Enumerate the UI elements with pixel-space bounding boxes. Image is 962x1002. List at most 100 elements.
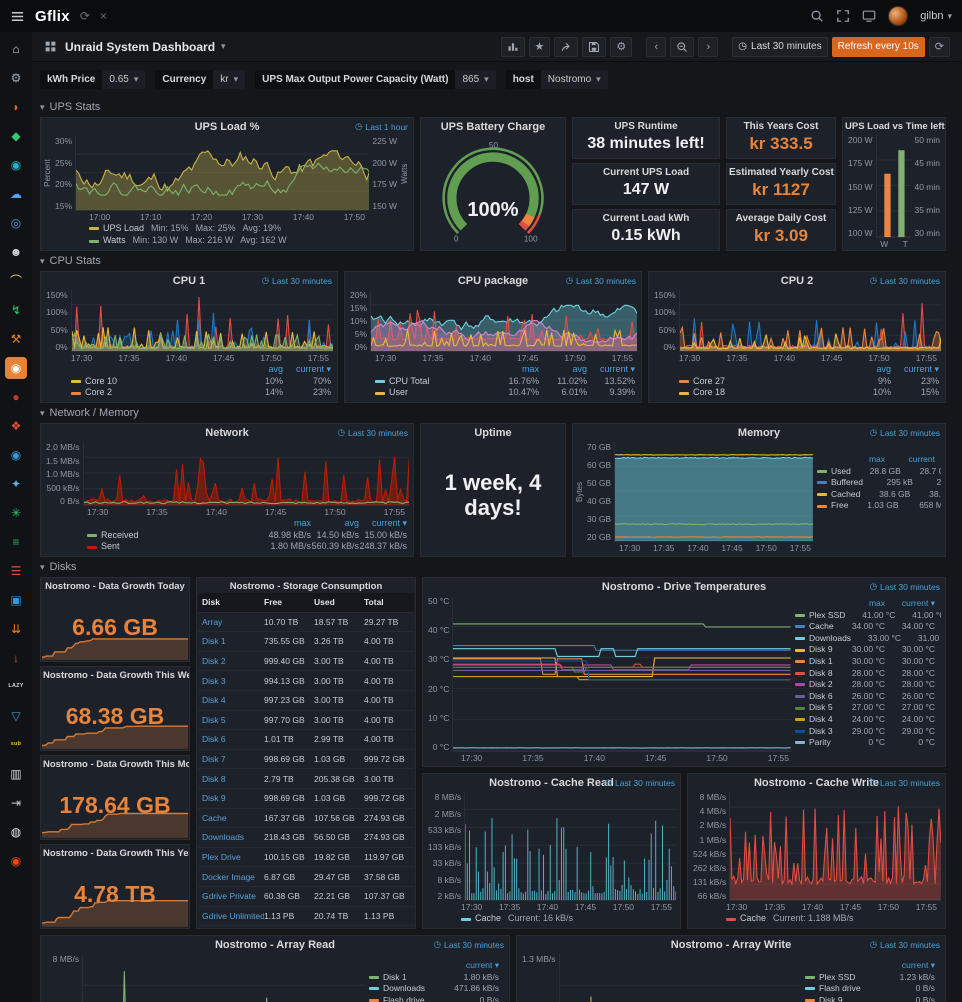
table-row[interactable]: Gdrive Unlimited 1.13 PB 20.74 TB 1.13 PB	[198, 907, 414, 927]
add-panel-button[interactable]	[500, 36, 525, 57]
sidebar-item-app-shark[interactable]: ✦	[5, 473, 27, 495]
sidebar-item-app-flame[interactable]: ❖	[5, 415, 27, 437]
ups-bars-chart[interactable]	[875, 135, 912, 238]
table-row[interactable]: Disk 8 2.79 TB 205.38 GB 3.00 TB	[198, 769, 414, 789]
panel-title[interactable]: UPS Battery Charge	[440, 121, 546, 133]
row-header-ups-stats[interactable]: ▾ UPS Stats	[40, 101, 101, 113]
time-range-indicator[interactable]: ◷ Last 30 minutes	[869, 777, 940, 788]
sidebar-item-app-pihole[interactable]: ●	[5, 386, 27, 408]
cache-write-chart[interactable]	[729, 792, 941, 902]
time-range-indicator[interactable]: ◷ Last 30 minutes	[869, 275, 940, 286]
sidebar-item-app-radarr[interactable]: ◆	[5, 125, 27, 147]
tv-mode-icon[interactable]	[862, 9, 876, 23]
legend-item[interactable]: Plex SSD	[805, 972, 885, 984]
legend-item[interactable]: Disk 5	[795, 702, 835, 714]
sidebar-item-app-stack[interactable]: ≡	[5, 531, 27, 553]
table-row[interactable]: Disk 1 735.55 GB 3.26 TB 4.00 TB	[198, 632, 414, 652]
time-range-indicator[interactable]: ◷ Last 30 minutes	[433, 939, 504, 950]
legend-item[interactable]: Flash drive	[805, 983, 885, 995]
search-icon[interactable]	[810, 9, 824, 23]
settings-button[interactable]: ⚙	[610, 36, 633, 57]
table-row[interactable]: Disk 6 1.01 TB 2.99 TB 4.00 TB	[198, 730, 414, 750]
legend-item[interactable]: Cache	[461, 913, 501, 925]
time-range-picker[interactable]: ◷ Last 30 minutes	[732, 36, 828, 57]
sidebar-item-app-search[interactable]: ◎	[5, 212, 27, 234]
sidebar-item-app-lazy[interactable]: LAZY	[5, 676, 27, 698]
legend-item[interactable]: Disk 6	[795, 691, 835, 703]
sidebar-item-app-stripes[interactable]: ☰	[5, 560, 27, 582]
menu-icon[interactable]	[10, 9, 25, 24]
legend-item[interactable]: UPS Load	[89, 223, 144, 235]
row-header-network-memory[interactable]: ▾ Network / Memory	[40, 407, 139, 419]
sidebar-item-app-tools[interactable]: ⚒	[5, 328, 27, 350]
sidebar-item-app-leaf[interactable]: ✳	[5, 502, 27, 524]
cpu2-chart[interactable]	[678, 290, 941, 353]
legend-item[interactable]: Sent	[87, 541, 263, 553]
sidebar-item-reddit[interactable]: ◉	[5, 850, 27, 872]
array-read-chart[interactable]	[82, 954, 365, 1002]
avatar[interactable]	[888, 6, 909, 26]
zoom-out-button[interactable]	[670, 36, 695, 57]
sidebar-item-app-bolt[interactable]: ↯	[5, 299, 27, 321]
sidebar-item-home[interactable]: ⌂	[5, 38, 27, 60]
legend-item[interactable]: Watts	[89, 235, 126, 247]
table-row[interactable]: Disk 7 998.69 GB 1.03 GB 999.72 GB	[198, 750, 414, 770]
cpu1-chart[interactable]	[70, 290, 333, 353]
sidebar-item-unraid[interactable]: ◗	[5, 96, 27, 118]
sidebar-item-app-bank[interactable]: ▥	[5, 763, 27, 785]
time-range-indicator[interactable]: ◷ Last 30 minutes	[565, 275, 636, 286]
legend-item[interactable]: Disk 1	[369, 972, 449, 984]
playlist-refresh-icon[interactable]: ⟳	[79, 9, 90, 23]
table-row[interactable]: Disk 4 997.23 GB 3.00 TB 4.00 TB	[198, 691, 414, 711]
legend-item[interactable]: Free	[817, 500, 848, 512]
temps-chart[interactable]	[452, 596, 791, 752]
table-row[interactable]: Array 10.70 TB 18.57 TB 29.27 TB	[198, 613, 414, 633]
table-row[interactable]: Cache 167.37 GB 107.56 GB 274.93 GB	[198, 809, 414, 829]
variable-currency-select[interactable]: kr ▾	[213, 70, 246, 89]
time-range-indicator[interactable]: ◷ Last 1 hour	[355, 121, 408, 132]
legend-item[interactable]: Downloads	[369, 983, 449, 995]
sidebar-item-settings[interactable]: ⚙	[5, 67, 27, 89]
share-button[interactable]	[554, 36, 579, 57]
cpu-package-chart[interactable]	[370, 290, 637, 353]
table-row[interactable]: Plex Drive 100.15 GB 19.82 GB 119.97 GB	[198, 848, 414, 868]
table-row[interactable]: Downloads 218.43 GB 56.50 GB 274.93 GB	[198, 828, 414, 848]
sidebar-item-grafana[interactable]: ◉	[5, 357, 27, 379]
memory-chart[interactable]	[614, 442, 813, 542]
legend-item[interactable]: Parity	[795, 737, 835, 749]
legend-item[interactable]: User	[375, 387, 491, 399]
legend-item[interactable]: Cache	[726, 913, 766, 925]
refresh-interval-picker[interactable]: Refresh every 10s	[831, 36, 925, 57]
sidebar-item-app-banana[interactable]: ⌒	[5, 270, 27, 292]
table-row[interactable]: Disk 3 994.13 GB 3.00 TB 4.00 TB	[198, 671, 414, 691]
ups-load-chart[interactable]	[75, 136, 370, 211]
time-back-button[interactable]: ‹	[646, 36, 667, 57]
time-range-indicator[interactable]: ◷ Last 30 minutes	[337, 427, 408, 438]
table-row[interactable]: Disk 2 999.40 GB 3.00 TB 4.00 TB	[198, 652, 414, 672]
fullscreen-icon[interactable]	[836, 9, 850, 23]
time-range-indicator[interactable]: ◷ Last 30 minutes	[869, 939, 940, 950]
panel-title[interactable]: UPS Load %	[194, 121, 260, 133]
variable-ups-capacity-select[interactable]: 865 ▾	[455, 70, 496, 89]
sidebar-item-app-eye[interactable]: ◉	[5, 444, 27, 466]
sidebar-item-app-drop[interactable]: ▽	[5, 705, 27, 727]
sidebar-item-app-user[interactable]: ☻	[5, 241, 27, 263]
legend-item[interactable]: Disk 9	[795, 644, 835, 656]
cache-read-chart[interactable]	[464, 792, 676, 902]
sidebar-item-app-sonarr[interactable]: ◉	[5, 154, 27, 176]
sidebar-item-app-deluge[interactable]: ⇊	[5, 618, 27, 640]
legend-item[interactable]: CPU Total	[375, 376, 491, 388]
table-row[interactable]: Disk 5 997.70 GB 3.00 TB 4.00 TB	[198, 711, 414, 731]
sidebar-item-app-camera[interactable]: ▣	[5, 589, 27, 611]
legend-item[interactable]: Disk 2	[795, 679, 835, 691]
time-forward-button[interactable]: ›	[698, 36, 719, 57]
legend-item[interactable]: Downloads	[795, 633, 851, 645]
sidebar-item-github[interactable]: ◍	[5, 821, 27, 843]
legend-item[interactable]: Used	[817, 466, 851, 478]
dashboard-grid-icon[interactable]	[44, 40, 57, 53]
sidebar-item-app-sub[interactable]: sub	[5, 734, 27, 756]
table-row[interactable]: Gdrive Private 60.38 GB 22.21 GB 107.37 GB	[198, 887, 414, 907]
time-range-indicator[interactable]: ◷ Last 30 minutes	[869, 581, 940, 592]
legend-item[interactable]: Core 2	[71, 387, 235, 399]
table-row[interactable]: Disk 9 998.69 GB 1.03 GB 999.72 GB	[198, 789, 414, 809]
